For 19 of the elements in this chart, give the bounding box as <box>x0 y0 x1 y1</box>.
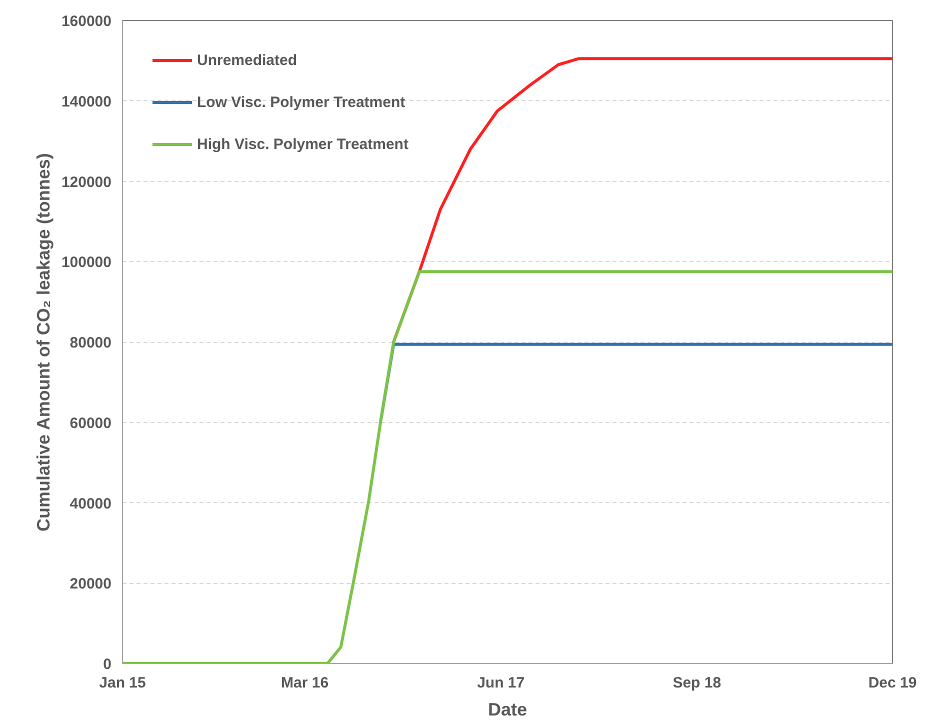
legend-label: Unremediated <box>197 52 298 68</box>
x-tick-label: Mar 16 <box>281 674 329 692</box>
legend-label: High Visc. Polymer Treatment <box>197 136 408 152</box>
y-tick-label: 60000 <box>70 414 112 432</box>
y-tick-label: 0 <box>103 656 112 673</box>
y-tick-label: 160000 <box>61 13 112 30</box>
x-tick-label: Jan 15 <box>99 674 146 692</box>
x-axis-title: Date <box>488 700 528 720</box>
y-tick-label: 140000 <box>61 93 112 110</box>
x-tick-label: Jun 17 <box>477 674 525 692</box>
y-tick-label: 20000 <box>70 576 112 593</box>
y-axis-title: Cumulative Amount of CO₂ leakage (tonnes) <box>33 153 54 532</box>
y-tick-label: 120000 <box>61 174 112 191</box>
x-tick-label: Dec 19 <box>868 674 917 692</box>
y-tick-label: 80000 <box>70 334 112 352</box>
y-tick-label: 40000 <box>70 495 112 512</box>
x-tick-label: Sep 18 <box>672 674 722 692</box>
legend-label: Low Visc. Polymer Treatment <box>197 94 406 110</box>
y-tick-label: 100000 <box>61 254 112 272</box>
